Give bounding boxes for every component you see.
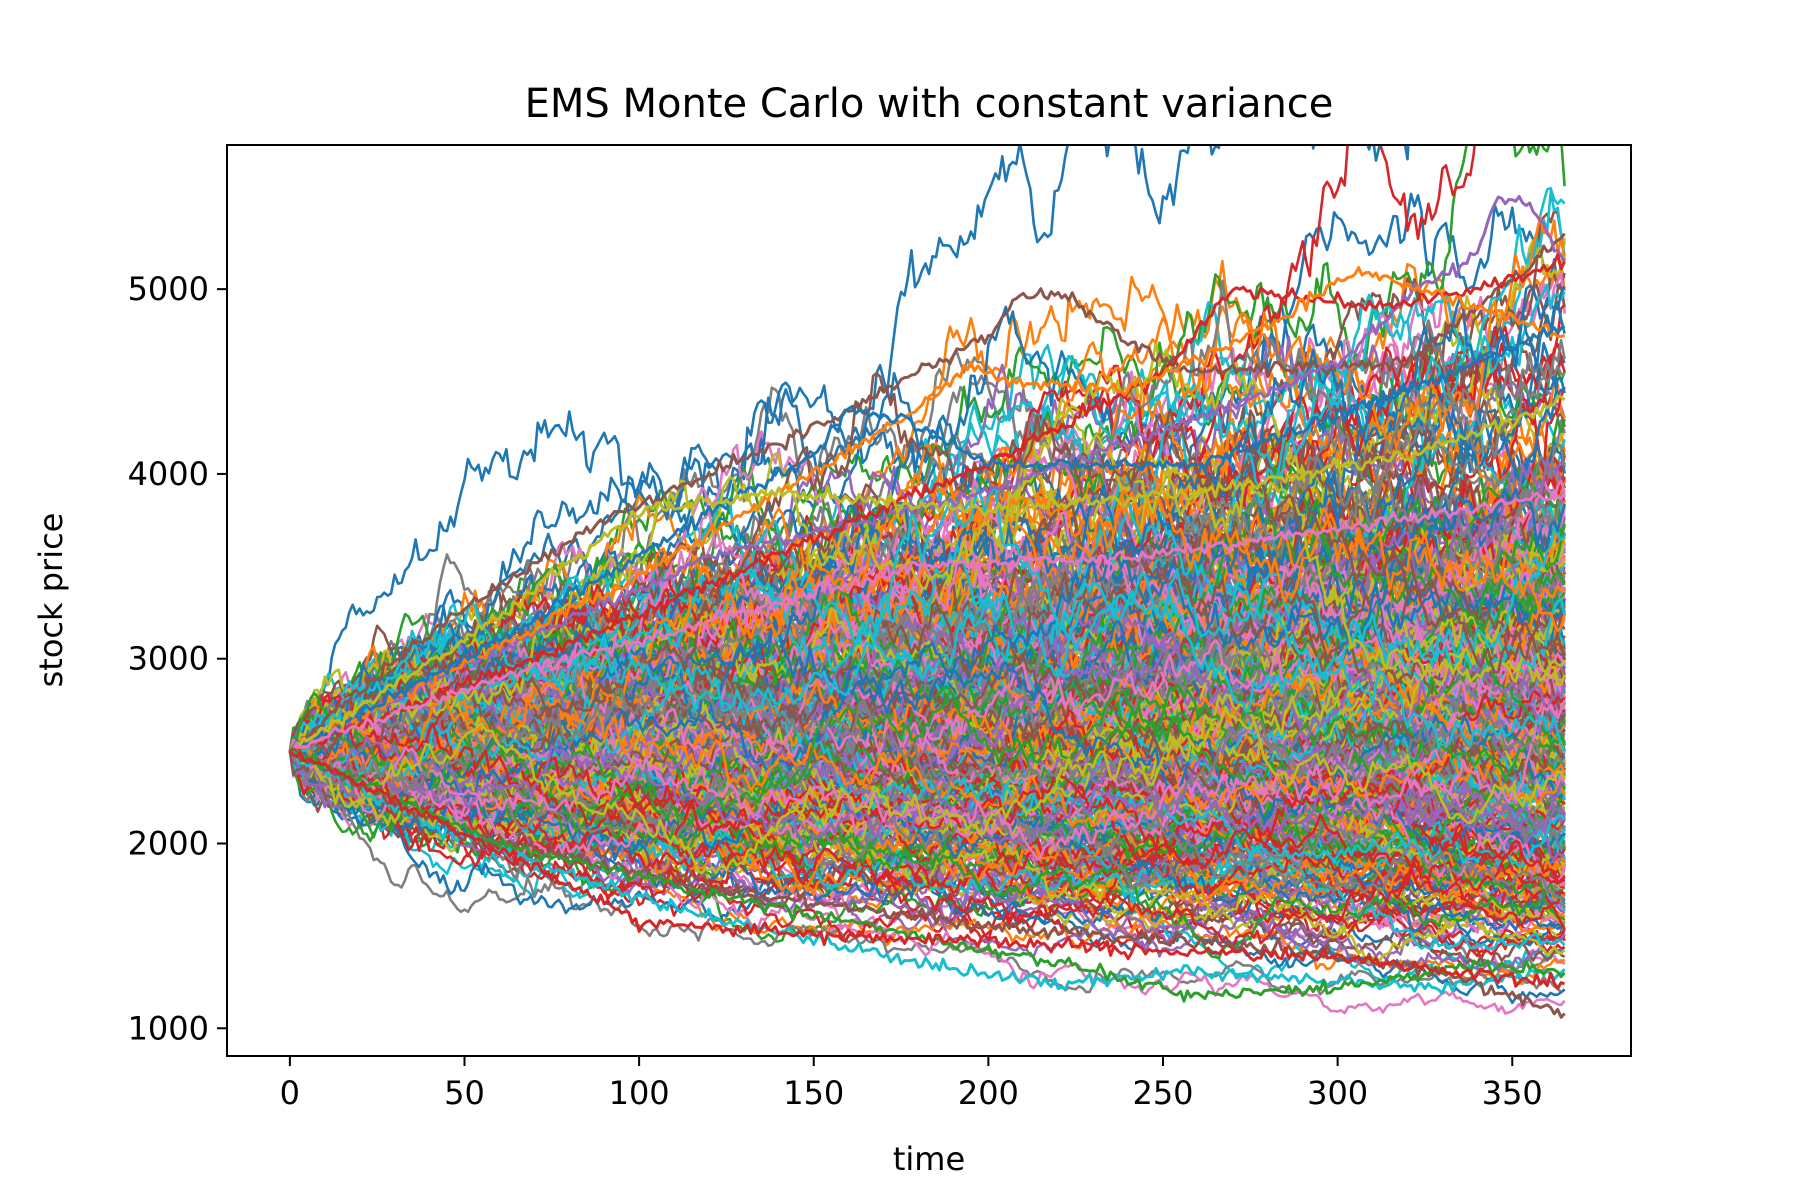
x-tick-label: 200 <box>958 1074 1019 1112</box>
y-tick-label: 4000 <box>128 455 209 493</box>
x-axis-ticks: 0 50 100 150 200 250 300 350 <box>280 1056 1543 1112</box>
x-tick-label: 250 <box>1132 1074 1193 1112</box>
y-tick-label: 3000 <box>128 640 209 678</box>
series-line <box>288 687 1566 817</box>
series-line <box>288 406 1566 752</box>
highlighted-series-paths <box>288 195 1566 1019</box>
series-line <box>288 750 1566 996</box>
chart-title: EMS Monte Carlo with constant variance <box>525 81 1334 127</box>
x-tick-label: 350 <box>1482 1074 1543 1112</box>
series-line <box>289 627 1566 847</box>
y-tick-label: 2000 <box>128 824 209 862</box>
highlighted-series-line <box>288 266 1566 752</box>
y-tick-label: 5000 <box>128 270 209 308</box>
highlighted-series-line <box>289 490 1566 753</box>
x-axis-label: time <box>893 1140 965 1178</box>
y-axis-ticks: 1000 2000 3000 4000 5000 <box>128 270 227 1047</box>
series-line <box>288 735 1566 849</box>
series-line <box>288 647 1566 833</box>
series-line <box>288 703 1565 818</box>
highlighted-series-line <box>288 750 1566 990</box>
series-line <box>289 693 1566 828</box>
x-tick-label: 50 <box>444 1074 485 1112</box>
series-line <box>288 441 1566 779</box>
x-tick-label: 0 <box>280 1074 300 1112</box>
series-line <box>288 659 1566 828</box>
highlighted-series-line <box>288 232 1566 752</box>
series-line <box>288 743 1566 890</box>
series-line <box>288 145 1410 767</box>
x-tick-label: 150 <box>783 1074 844 1112</box>
highlighted-series-line <box>288 253 1566 752</box>
series-line <box>288 690 1566 825</box>
series-line <box>288 705 1566 875</box>
highlighted-series-line <box>288 324 1566 753</box>
series-line <box>289 721 1566 885</box>
highlighted-series-line <box>289 394 1566 753</box>
x-tick-label: 300 <box>1307 1074 1368 1112</box>
x-tick-label: 100 <box>609 1074 670 1112</box>
series-line <box>288 485 1566 752</box>
y-axis-label: stock price <box>32 513 70 688</box>
plot-frame <box>226 144 1632 1057</box>
y-tick-label: 1000 <box>128 1009 209 1047</box>
